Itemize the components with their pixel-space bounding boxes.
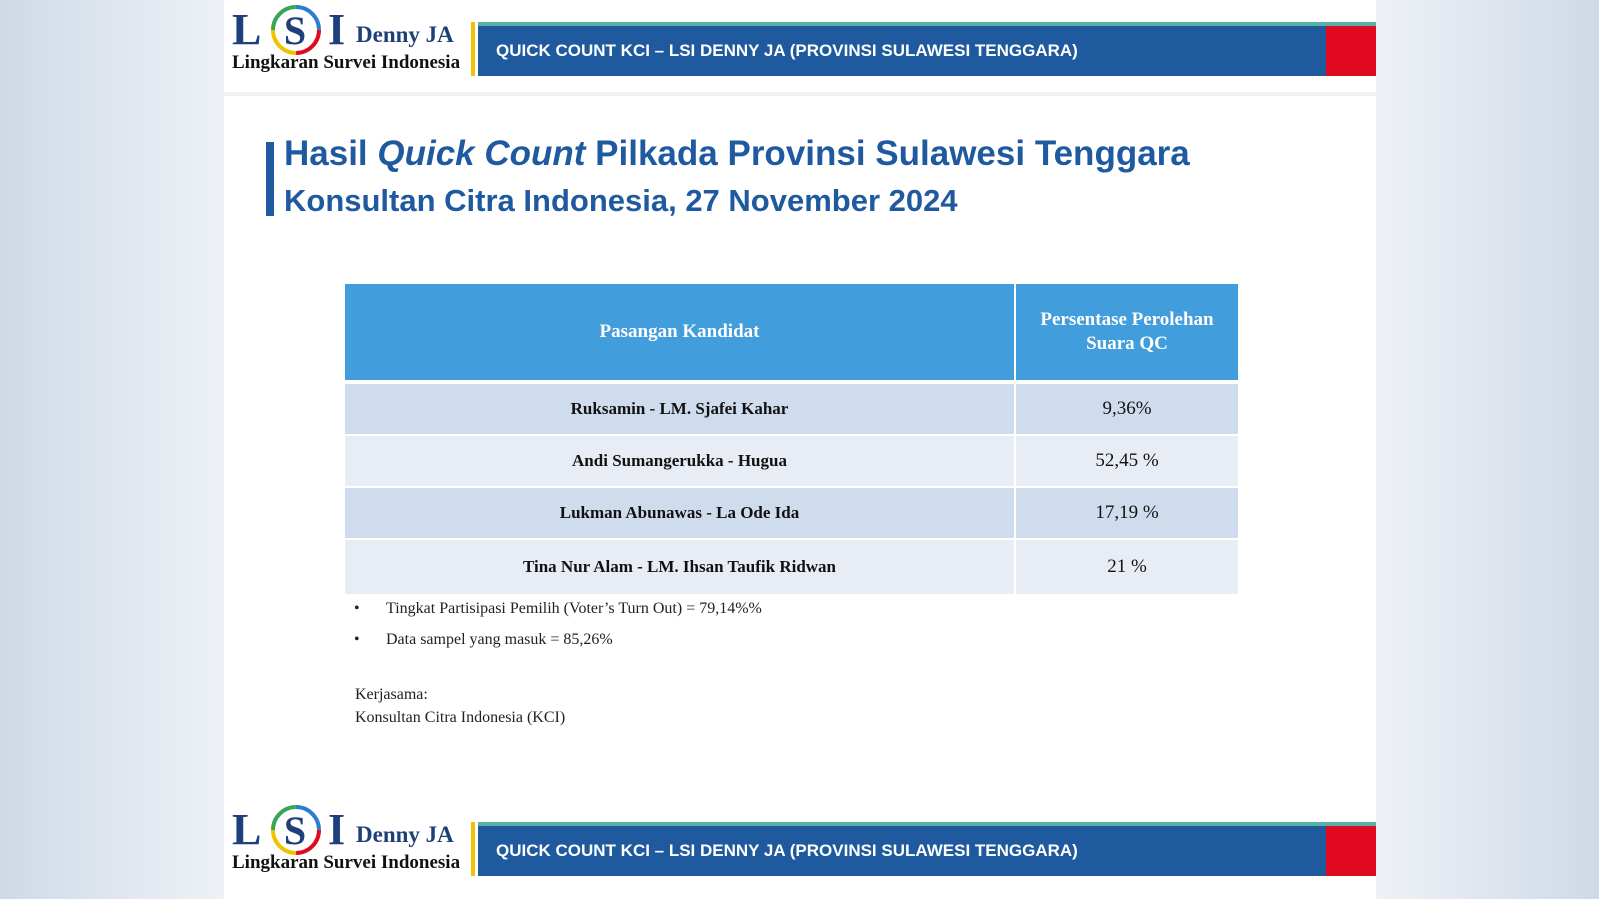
percent-cell: 9,36% <box>1015 382 1238 436</box>
logo-letter-l: L <box>232 5 264 54</box>
notes-list: Tingkat Partisipasi Pemilih (Voter’s Tur… <box>354 598 762 660</box>
candidate-cell: Tina Nur Alam - LM. Ihsan Taufik Ridwan <box>345 539 1016 596</box>
banner-accent-yellow <box>471 822 475 876</box>
table-row: Tina Nur Alam - LM. Ihsan Taufik Ridwan … <box>345 539 1238 596</box>
banner-accent-red <box>1326 826 1376 876</box>
results-table: Pasangan Kandidat Persentase Perolehan S… <box>345 284 1238 596</box>
logo-letter-i: I <box>328 805 348 854</box>
page-title-italic: Quick Count <box>377 134 586 173</box>
footer-banner-text: QUICK COUNT KCI – LSI DENNY JA (PROVINSI… <box>496 841 1078 860</box>
logo-letter-s: S <box>284 8 308 53</box>
logo-ring-icon: S <box>271 805 321 855</box>
header-banner: QUICK COUNT KCI – LSI DENNY JA (PROVINSI… <box>478 22 1376 76</box>
column-header-percent: Persentase Perolehan Suara QC <box>1015 284 1238 384</box>
percent-cell: 17,19 % <box>1015 487 1238 540</box>
logo-lsi-name: Lingkaran Survei Indonesia <box>232 52 461 73</box>
page-subtitle: Konsultan Citra Indonesia, 27 November 2… <box>284 183 958 218</box>
top-header: L S I Denny JA Lingkaran Survei Indonesi… <box>224 0 1376 96</box>
logo-ring-icon: S <box>271 5 321 55</box>
logo-letter-i: I <box>328 5 348 54</box>
cooperation-block: Kerjasama: Konsultan Citra Indonesia (KC… <box>355 683 565 729</box>
lsi-logo: L S I Denny JA Lingkaran Survei Indonesi… <box>232 4 462 76</box>
banner-accent-yellow <box>471 22 475 76</box>
logo-denny-ja: Denny JA <box>356 22 454 47</box>
cooperation-partner: Konsultan Citra Indonesia (KCI) <box>355 709 566 726</box>
logo-letter-l: L <box>232 805 264 854</box>
header-banner-text: QUICK COUNT KCI – LSI DENNY JA (PROVINSI… <box>496 41 1078 60</box>
table-row: Lukman Abunawas - La Ode Ida 17,19 % <box>345 487 1238 540</box>
candidate-cell: Ruksamin - LM. Sjafei Kahar <box>345 382 1016 436</box>
table-row: Ruksamin - LM. Sjafei Kahar 9,36% <box>345 382 1238 436</box>
slide: L S I Denny JA Lingkaran Survei Indonesi… <box>224 0 1376 899</box>
candidate-cell: Lukman Abunawas - La Ode Ida <box>345 487 1016 540</box>
column-header-candidate: Pasangan Kandidat <box>345 284 1016 384</box>
note-turnout: Tingkat Partisipasi Pemilih (Voter’s Tur… <box>354 598 762 629</box>
logo-denny-ja: Denny JA <box>356 822 454 847</box>
logo-lsi-name: Lingkaran Survei Indonesia <box>232 852 461 873</box>
page-title: Hasil Quick Count Pilkada Provinsi Sulaw… <box>284 134 1190 173</box>
note-sample: Data sampel yang masuk = 85,26% <box>354 629 762 660</box>
percent-cell: 52,45 % <box>1015 435 1238 488</box>
banner-accent-red <box>1326 26 1376 76</box>
cooperation-label: Kerjasama: <box>355 686 428 703</box>
title-accent-bar <box>266 142 274 216</box>
footer-banner: QUICK COUNT KCI – LSI DENNY JA (PROVINSI… <box>478 822 1376 876</box>
logo-letter-s: S <box>284 808 308 853</box>
bottom-footer: L S I Denny JA Lingkaran Survei Indonesi… <box>224 800 1376 899</box>
candidate-cell: Andi Sumangerukka - Hugua <box>345 435 1016 488</box>
table-row: Andi Sumangerukka - Hugua 52,45 % <box>345 435 1238 488</box>
percent-cell: 21 % <box>1015 539 1238 596</box>
lsi-logo-footer: L S I Denny JA Lingkaran Survei Indonesi… <box>232 804 462 876</box>
table-header-row: Pasangan Kandidat Persentase Perolehan S… <box>345 284 1238 384</box>
